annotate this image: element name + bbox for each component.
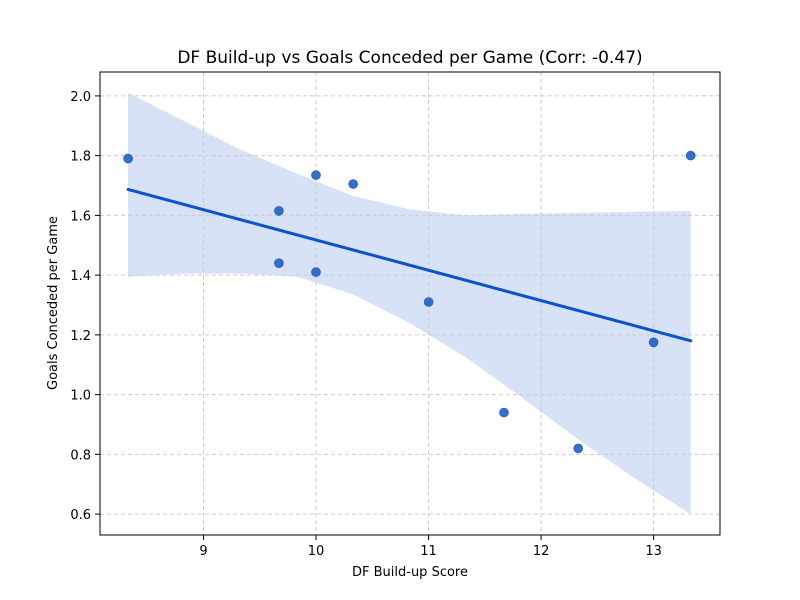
confidence-band-layer <box>128 92 691 515</box>
axes-layer: 9 10 11 12 13 0.6 0.8 1.0 1.2 1.4 1.6 1.8 2.0 <box>70 71 721 559</box>
y-tick-label: 1.8 <box>70 150 91 165</box>
x-tick-label: 10 <box>308 544 325 559</box>
regression-line-layer <box>126 187 693 343</box>
x-axis-label: DF Build-up Score <box>352 565 468 580</box>
x-tick-label: 13 <box>645 544 662 559</box>
data-point <box>573 443 584 454</box>
grid-layer <box>100 72 720 535</box>
y-axis-label: Goals Conceded per Game <box>46 216 61 390</box>
plot-frame <box>99 71 721 536</box>
regression-line <box>126 187 693 343</box>
data-point <box>499 407 509 418</box>
chart-title: DF Build-up vs Goals Conceded per Game (… <box>177 48 642 68</box>
data-point <box>311 267 321 277</box>
data-point <box>685 150 696 161</box>
y-tick-label: 1.0 <box>70 389 91 404</box>
data-point <box>274 258 284 269</box>
data-point <box>348 179 359 189</box>
data-point <box>274 206 284 216</box>
x-tick-label: 11 <box>420 544 437 559</box>
data-point <box>311 170 321 180</box>
y-tick-label: 0.6 <box>70 508 91 523</box>
data-point <box>423 297 434 307</box>
x-tick-label: 9 <box>199 544 207 559</box>
confidence-band <box>128 92 691 515</box>
y-tick-label: 1.2 <box>70 329 91 344</box>
data-points-layer <box>123 150 696 454</box>
y-tick-label: 1.4 <box>70 269 91 284</box>
data-point <box>123 153 133 164</box>
y-tick-label: 2.0 <box>70 90 91 105</box>
data-point <box>648 337 659 348</box>
y-tick-label: 0.8 <box>70 448 91 463</box>
x-tick-label: 12 <box>533 544 550 559</box>
y-tick-label: 1.6 <box>70 209 91 224</box>
